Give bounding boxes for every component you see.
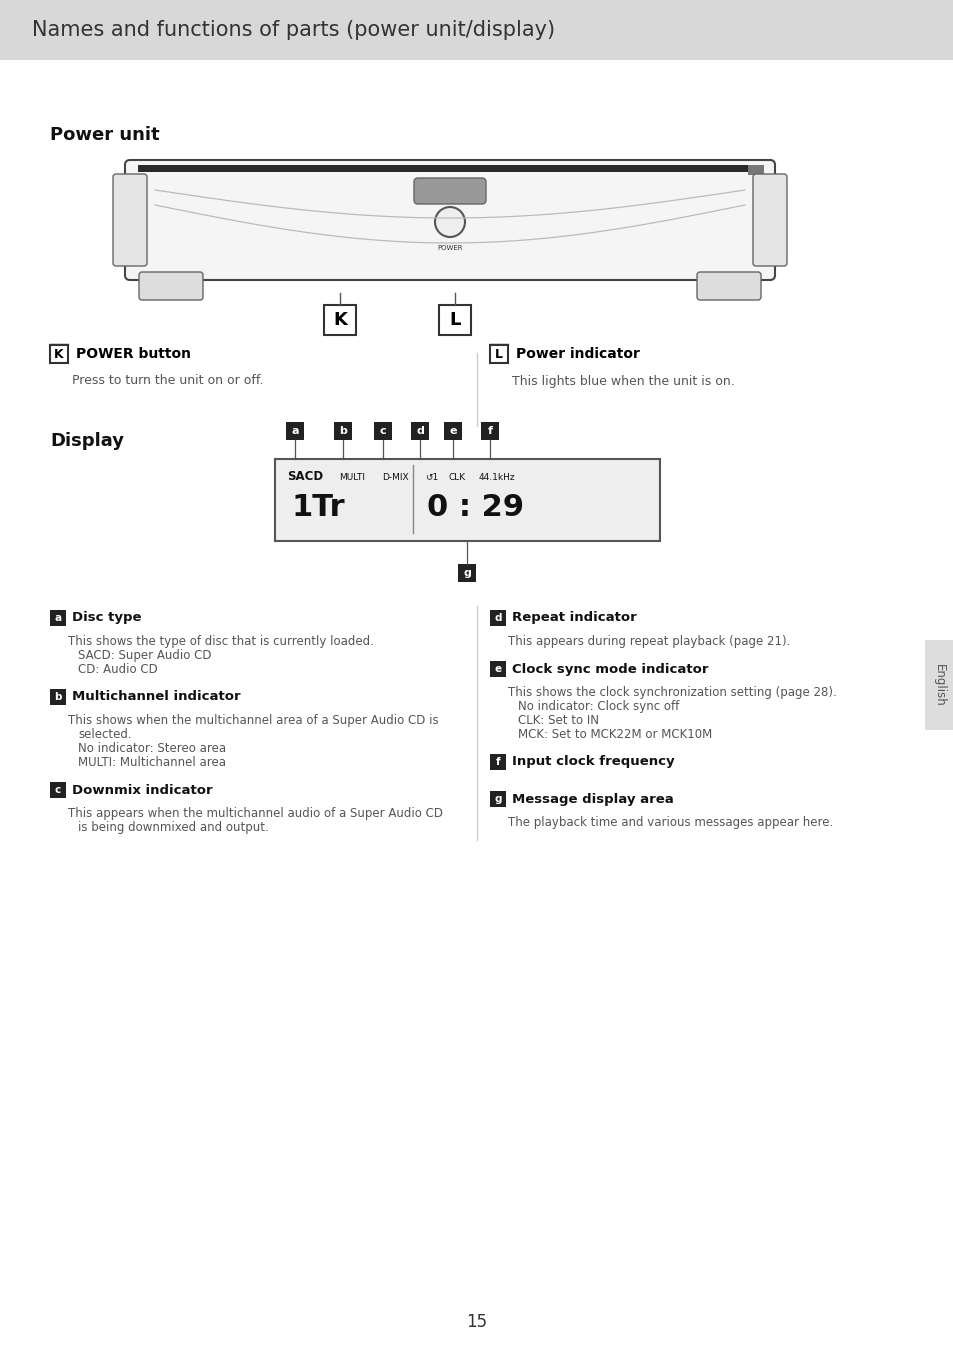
Text: b: b <box>54 693 62 702</box>
Text: c: c <box>55 784 61 795</box>
Bar <box>458 564 476 582</box>
FancyBboxPatch shape <box>112 174 147 266</box>
Text: f: f <box>487 427 492 436</box>
Text: MULTI: Multichannel area: MULTI: Multichannel area <box>78 756 226 770</box>
Text: SACD: SACD <box>287 471 323 483</box>
Text: d: d <box>494 613 501 622</box>
Bar <box>0 0 953 59</box>
Bar <box>138 165 761 171</box>
Text: f: f <box>496 757 499 767</box>
Bar <box>324 305 355 335</box>
Text: This shows the type of disc that is currently loaded.: This shows the type of disc that is curr… <box>68 634 374 648</box>
Text: g: g <box>494 794 501 805</box>
Bar <box>438 305 471 335</box>
Text: Press to turn the unit on or off.: Press to turn the unit on or off. <box>71 374 263 387</box>
Bar <box>50 346 68 363</box>
Text: 44.1kHz: 44.1kHz <box>478 472 515 482</box>
Text: D-MIX: D-MIX <box>381 472 408 482</box>
Text: This shows when the multichannel area of a Super Audio CD is: This shows when the multichannel area of… <box>68 714 438 728</box>
Text: 1Tr: 1Tr <box>292 493 345 521</box>
Text: d: d <box>416 427 423 436</box>
Text: Disc type: Disc type <box>71 612 141 625</box>
Text: K: K <box>54 347 64 360</box>
FancyBboxPatch shape <box>125 161 774 279</box>
Circle shape <box>435 207 464 238</box>
Bar <box>334 423 352 440</box>
Text: Repeat indicator: Repeat indicator <box>512 612 636 625</box>
Text: e: e <box>494 664 501 674</box>
Text: b: b <box>338 427 347 436</box>
Text: SACD: Super Audio CD: SACD: Super Audio CD <box>78 649 212 662</box>
Bar <box>274 459 659 541</box>
Text: c: c <box>379 427 386 436</box>
Text: CD: Audio CD: CD: Audio CD <box>78 663 157 676</box>
Bar <box>747 165 763 176</box>
Text: CLK: Set to IN: CLK: Set to IN <box>517 714 598 728</box>
Bar <box>490 662 505 676</box>
Text: g: g <box>463 568 471 578</box>
Text: Display: Display <box>50 432 124 450</box>
Text: Clock sync mode indicator: Clock sync mode indicator <box>512 663 708 675</box>
Bar <box>924 640 952 730</box>
Bar <box>490 346 507 363</box>
Text: CLK: CLK <box>449 472 466 482</box>
Text: Input clock frequency: Input clock frequency <box>512 756 674 768</box>
Text: The playback time and various messages appear here.: The playback time and various messages a… <box>507 815 832 829</box>
Text: English: English <box>931 664 944 706</box>
Text: L: L <box>495 347 502 360</box>
Bar <box>480 423 498 440</box>
Text: No indicator: Stereo area: No indicator: Stereo area <box>78 743 226 755</box>
Text: This appears when the multichannel audio of a Super Audio CD: This appears when the multichannel audio… <box>68 807 442 819</box>
Bar <box>411 423 429 440</box>
Bar <box>490 755 505 770</box>
Text: This lights blue when the unit is on.: This lights blue when the unit is on. <box>512 374 734 387</box>
Bar <box>374 423 392 440</box>
Text: a: a <box>291 427 298 436</box>
Text: Power unit: Power unit <box>50 126 159 144</box>
Text: 15: 15 <box>466 1314 487 1331</box>
Text: Multichannel indicator: Multichannel indicator <box>71 690 240 703</box>
Text: L: L <box>449 310 460 329</box>
Bar <box>50 688 66 705</box>
Bar <box>50 610 66 626</box>
Text: MCK: Set to MCK22M or MCK10M: MCK: Set to MCK22M or MCK10M <box>517 728 712 741</box>
Text: This shows the clock synchronization setting (page 28).: This shows the clock synchronization set… <box>507 686 836 699</box>
Text: POWER: POWER <box>436 244 462 251</box>
FancyBboxPatch shape <box>414 178 485 204</box>
Text: Names and functions of parts (power unit/display): Names and functions of parts (power unit… <box>32 20 555 40</box>
Bar <box>50 782 66 798</box>
FancyBboxPatch shape <box>697 271 760 300</box>
Text: K: K <box>333 310 347 329</box>
Text: 0 : 29: 0 : 29 <box>427 493 523 521</box>
Bar <box>443 423 461 440</box>
Text: e: e <box>449 427 456 436</box>
Text: ↺1: ↺1 <box>424 472 437 482</box>
Text: is being downmixed and output.: is being downmixed and output. <box>78 821 269 834</box>
Bar <box>286 423 304 440</box>
Text: This appears during repeat playback (page 21).: This appears during repeat playback (pag… <box>507 634 789 648</box>
Text: selected.: selected. <box>78 728 132 741</box>
Text: Downmix indicator: Downmix indicator <box>71 783 213 796</box>
FancyBboxPatch shape <box>752 174 786 266</box>
Bar <box>490 610 505 626</box>
Bar <box>490 791 505 807</box>
Text: Message display area: Message display area <box>512 792 673 806</box>
Text: No indicator: Clock sync off: No indicator: Clock sync off <box>517 701 679 713</box>
Text: Power indicator: Power indicator <box>516 347 639 360</box>
Text: POWER button: POWER button <box>76 347 191 360</box>
Text: MULTI: MULTI <box>338 472 365 482</box>
FancyBboxPatch shape <box>139 271 203 300</box>
Text: a: a <box>54 613 62 622</box>
